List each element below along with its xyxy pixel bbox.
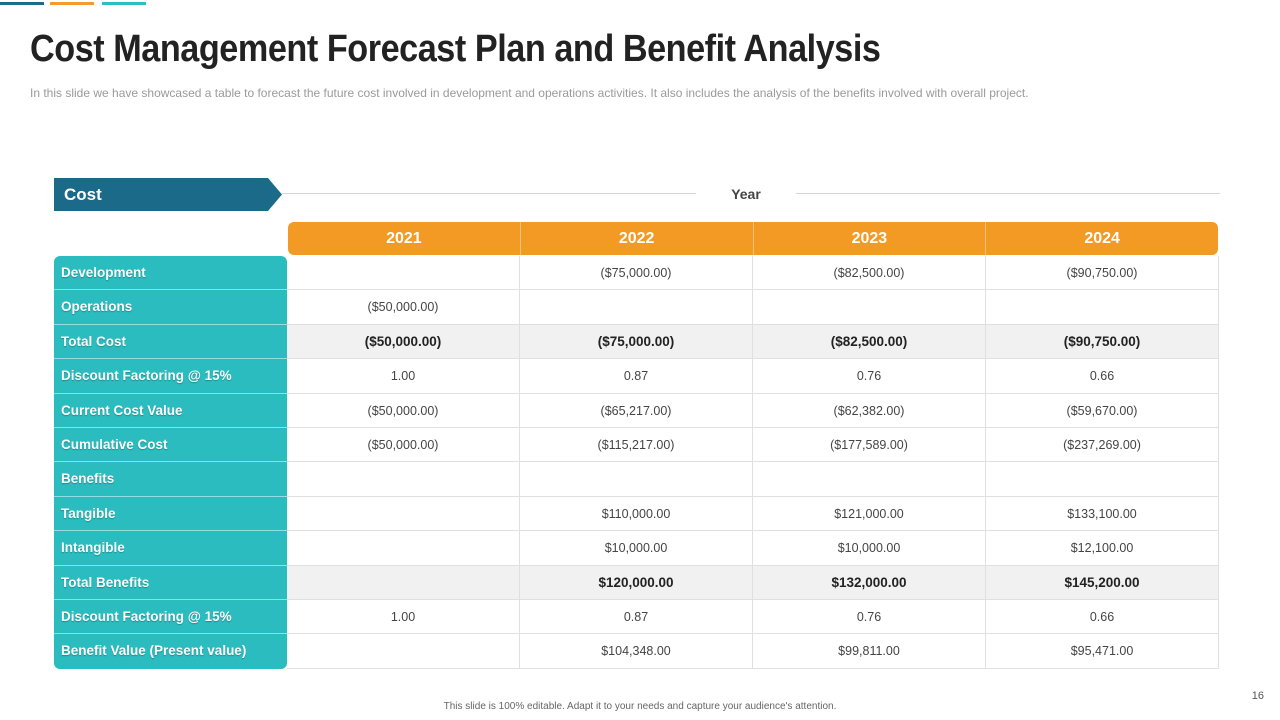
year-label: Year [731, 186, 761, 202]
table-cell: $10,000.00 [520, 531, 753, 565]
table-cell: $110,000.00 [520, 496, 753, 531]
table-row: $110,000.00 $121,000.00 $133,100.00 [287, 496, 1219, 532]
year-header-row: 2021 2022 2023 2024 [288, 222, 1218, 255]
table-row: ($50,000.00) ($115,217.00) ($177,589.00) ($… [287, 427, 1219, 463]
table-cell: 1.00 [287, 359, 520, 393]
table-row: ($50,000.00) [287, 290, 1219, 325]
table-cell: ($50,000.00) [287, 393, 520, 427]
table-cell [287, 634, 520, 668]
year-divider-right [796, 193, 1220, 194]
row-label: Total Benefits [54, 566, 287, 600]
table-cell [520, 462, 753, 496]
table-row [287, 462, 1219, 497]
table-row: 1.00 0.87 0.76 0.66 [287, 599, 1219, 635]
row-label: Current Cost Value [54, 394, 287, 428]
table-cell: ($62,382.00) [753, 393, 986, 427]
table-cell: $120,000.00 [520, 565, 753, 599]
accent-bar-teal [102, 2, 146, 5]
row-label: Tangible [54, 497, 287, 532]
row-label: Discount Factoring @ 15% [54, 359, 287, 394]
row-label: Cumulative Cost [54, 428, 287, 463]
table-cell: ($50,000.00) [287, 427, 520, 462]
table-row: 1.00 0.87 0.76 0.66 [287, 359, 1219, 394]
year-header-cell: 2021 [386, 230, 422, 247]
row-label: Development [54, 256, 287, 291]
table-cell [287, 496, 520, 531]
table-cell: $145,200.00 [986, 565, 1219, 599]
table-cell: $133,100.00 [986, 496, 1219, 531]
year-header-cell: 2022 [519, 222, 753, 255]
row-label: Benefits [54, 462, 287, 497]
row-label: Benefit Value (Present value) [61, 643, 247, 659]
page-number: 16 [1251, 690, 1264, 702]
table-cell [287, 565, 520, 599]
row-label: Discount Factoring @ 15% [54, 600, 287, 635]
table-cell: ($82,500.00) [753, 324, 986, 359]
page-subtitle: In this slide we have showcased a table … [30, 86, 1029, 100]
year-header-cell: 2024 [985, 222, 1218, 255]
year-divider-left [282, 193, 696, 194]
table-cell: $121,000.00 [753, 496, 986, 531]
table-cell: ($50,000.00) [287, 324, 520, 359]
row-label: Operations [54, 290, 287, 325]
table-cell: 0.66 [986, 359, 1219, 393]
table-cell: ($115,217.00) [520, 427, 753, 462]
table-cell: 0.87 [520, 359, 753, 393]
cost-arrow-tag: Cost [54, 178, 282, 211]
table-cell: ($75,000.00) [520, 256, 753, 290]
table-cell: 0.76 [753, 359, 986, 393]
table-cell: ($237,269.00) [986, 427, 1219, 462]
table-cell: ($50,000.00) [287, 290, 520, 324]
accent-bar-orange [50, 2, 94, 5]
table-cell: $10,000.00 [753, 531, 986, 565]
page-title: Cost Management Forecast Plan and Benefi… [30, 28, 881, 70]
row-label-column: Development Operations Total Cost Discount … [54, 256, 287, 669]
table-cell [986, 290, 1219, 324]
data-table: ($75,000.00) ($82,500.00) ($90,750.00) ($50… [287, 256, 1219, 669]
table-cell [986, 462, 1219, 496]
table-row: ($50,000.00) ($65,217.00) ($62,382.00) ($59… [287, 393, 1219, 428]
table-cell: ($75,000.00) [520, 324, 753, 359]
table-cell: ($177,589.00) [753, 427, 986, 462]
table-cell [753, 290, 986, 324]
table-cell [287, 531, 520, 565]
table-cell: 0.76 [753, 599, 986, 634]
table-cell: 0.66 [986, 599, 1219, 634]
table-cell: 1.00 [287, 599, 520, 634]
table-cell: $104,348.00 [520, 634, 753, 668]
table-row: $120,000.00 $132,000.00 $145,200.00 [287, 565, 1219, 600]
table-row: ($75,000.00) ($82,500.00) ($90,750.00) [287, 256, 1219, 291]
row-label: Total Cost [54, 325, 287, 360]
table-cell: $99,811.00 [753, 634, 986, 668]
table-cell: $95,471.00 [986, 634, 1219, 668]
table-row: ($50,000.00) ($75,000.00) ($82,500.00) ($90… [287, 324, 1219, 360]
table-cell: ($59,670.00) [986, 393, 1219, 427]
year-header-cell: 2023 [752, 222, 986, 255]
table-cell [287, 462, 520, 496]
table-cell: ($90,750.00) [986, 324, 1219, 359]
table-cell: $12,100.00 [986, 531, 1219, 565]
table-cell [287, 256, 520, 290]
table-cell [753, 462, 986, 496]
accent-bar-blue [0, 2, 44, 5]
footer-note: This slide is 100% editable. Adapt it to… [443, 701, 837, 712]
table-cell: ($90,750.00) [986, 256, 1219, 290]
row-label: Intangible [54, 531, 287, 566]
table-cell: $132,000.00 [753, 565, 986, 599]
table-cell: 0.87 [520, 599, 753, 634]
table-cell [520, 290, 753, 324]
table-cell: ($65,217.00) [520, 393, 753, 427]
table-cell: ($82,500.00) [753, 256, 986, 290]
table-row: $10,000.00 $10,000.00 $12,100.00 [287, 531, 1219, 566]
table-row: $104,348.00 $99,811.00 $95,471.00 [287, 634, 1219, 669]
